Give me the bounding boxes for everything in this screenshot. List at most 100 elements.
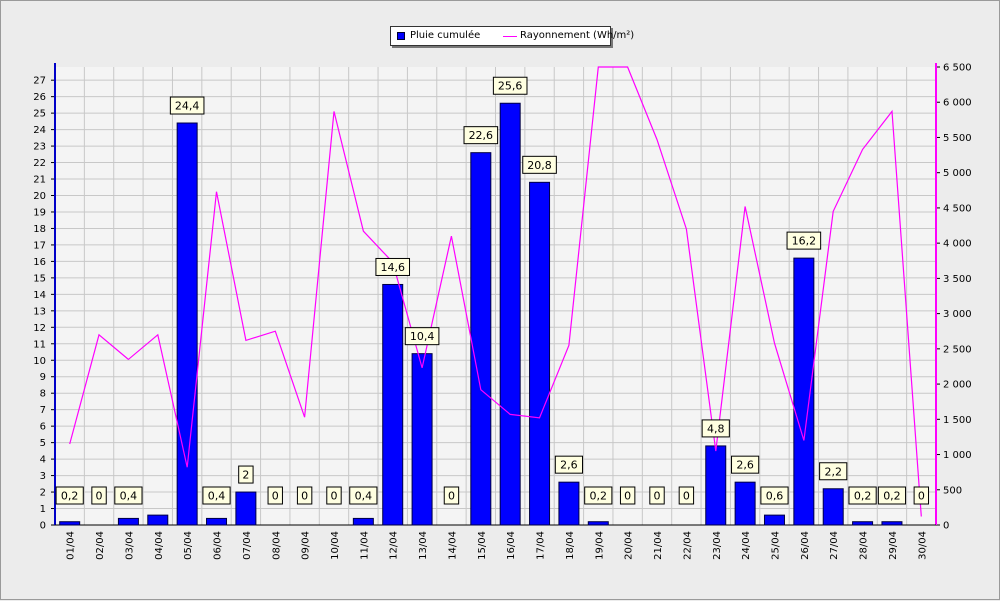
legend: Pluie cumulée Rayonnement (Wh/m²): [390, 26, 634, 46]
bar-data-label-box: [296, 486, 313, 505]
bar-data-label-text: 0: [301, 490, 308, 503]
bar-data-label: 0: [91, 486, 107, 505]
bar: [352, 517, 374, 526]
y-tick-label: 23: [33, 142, 46, 153]
bar: [558, 481, 580, 526]
y-tick-label: 10: [33, 356, 46, 367]
y2-tick-label: 3 500: [943, 274, 972, 285]
y-tick-label: 24: [33, 125, 46, 136]
x-tick-label: 17/04: [536, 531, 547, 560]
x-tick-label: 30/04: [917, 531, 928, 560]
y-tick-label: 12: [33, 323, 46, 334]
x-tick-label: 10/04: [330, 531, 341, 560]
y-tick-label: 15: [33, 273, 46, 284]
bar-data-label-text: 0,2: [854, 490, 872, 503]
bar-data-label-box: [202, 486, 231, 505]
bar-data-label: 0,6: [760, 486, 789, 505]
y2-tick-label: 6 000: [943, 98, 972, 109]
y-tick-label: 11: [33, 339, 46, 350]
bar-data-label-box: [404, 327, 440, 346]
bar-data-label-text: 14,6: [380, 261, 405, 274]
y-tick-label: 2: [40, 488, 46, 499]
x-tick-label: 24/04: [741, 531, 752, 560]
legend-line-swatch: [503, 36, 517, 37]
bar: [382, 283, 404, 526]
bar-data-label-box: [786, 231, 822, 250]
bar-data-label: 25,6: [492, 76, 528, 95]
bar: [206, 517, 228, 526]
bar-data-label-box: [55, 486, 84, 505]
bar: [147, 514, 169, 526]
x-tick-label: 12/04: [389, 531, 400, 560]
y-tick-label: 14: [33, 290, 46, 301]
x-tick-label: 02/04: [95, 531, 106, 560]
bar-data-label: 0,4: [202, 486, 231, 505]
bar-data-label-text: 0,4: [208, 490, 226, 503]
x-tick-label: 21/04: [653, 531, 664, 560]
bar-data-label: 2,6: [731, 455, 760, 474]
x-tick-label: 06/04: [213, 531, 224, 560]
y2-tick-label: 3 000: [943, 309, 972, 320]
bar-data-label-text: 0,4: [355, 490, 373, 503]
bar-data-label-box: [349, 486, 378, 505]
bar-data-label-box: [375, 257, 411, 276]
bar-data-label: 20,8: [522, 155, 557, 174]
bar-data-label: 0: [326, 486, 342, 505]
y-tick-label: 27: [33, 76, 46, 87]
y2-tick-label: 0: [943, 521, 949, 532]
y-tick-label: 16: [33, 257, 46, 268]
bar-data-label-text: 2,2: [824, 465, 842, 478]
x-tick-label: 08/04: [271, 531, 282, 560]
bar-data-label: 0,2: [55, 486, 84, 505]
bar-data-label: 0: [913, 486, 930, 505]
x-tick-label: 04/04: [154, 531, 165, 560]
legend-bar-label: Pluie cumulée: [410, 30, 481, 41]
x-tick-label: 27/04: [829, 531, 840, 560]
bar-data-label-box: [463, 126, 499, 145]
x-tick-label: 05/04: [183, 531, 194, 560]
bar-data-label: 0: [619, 486, 636, 505]
x-tick-label: 23/04: [712, 531, 723, 560]
y-tick-label: 8: [40, 389, 46, 400]
bar-data-label: 22,6: [463, 126, 499, 145]
bar: [734, 481, 756, 526]
x-tick-label: 09/04: [301, 531, 312, 560]
y-tick-label: 26: [33, 92, 46, 103]
y2-tick-label: 2 500: [943, 344, 972, 355]
x-tick-label: 28/04: [859, 531, 870, 560]
y2-tick-label: 1 500: [943, 415, 972, 426]
y-tick-label: 4: [40, 455, 46, 466]
x-tick-label: 25/04: [770, 531, 781, 560]
y-tick-label: 6: [40, 422, 46, 433]
bar-data-label: 0,2: [848, 486, 877, 505]
x-tick-label: 18/04: [565, 531, 576, 560]
bar-data-label-text: 0: [654, 490, 661, 503]
bar-data-label: 0,2: [877, 486, 907, 505]
bar-data-label-text: 0: [624, 490, 631, 503]
bar: [852, 521, 874, 526]
x-tick-label: 01/04: [66, 531, 77, 560]
bar-data-label: 0,4: [349, 486, 378, 505]
radiation-line: [69, 66, 922, 517]
bar-data-label: 0,2: [584, 486, 613, 505]
bar: [470, 152, 492, 526]
bar: [587, 521, 609, 526]
bar-data-label-text: 0,6: [766, 490, 784, 503]
y-tick-label: 22: [33, 158, 46, 169]
bar-data-label-text: 0,2: [61, 490, 79, 503]
bar-data-label-text: 0: [96, 490, 103, 503]
bar-data-label-text: 0: [683, 490, 690, 503]
bar: [763, 514, 785, 526]
bar-data-label-box: [619, 486, 636, 505]
y-tick-label: 9: [40, 372, 46, 383]
bar: [881, 521, 903, 526]
x-tick-label: 20/04: [624, 531, 635, 560]
y2-tick-label: 4 000: [943, 239, 972, 250]
y-tick-label: 7: [40, 405, 46, 416]
x-tick-label: 19/04: [594, 531, 605, 560]
bar-data-label: 10,4: [404, 327, 440, 346]
bar-data-label: 0,4: [114, 486, 143, 505]
bar: [117, 517, 139, 526]
